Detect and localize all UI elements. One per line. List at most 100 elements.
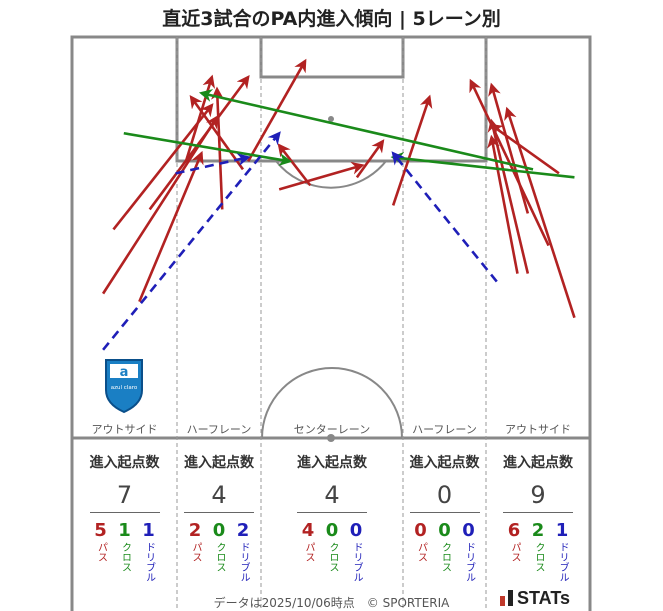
lane-label-half-left: ハーフレーン [186, 423, 252, 436]
pass-arrow [487, 134, 519, 274]
stat-value: 5 [94, 520, 107, 541]
penalty-arc [275, 160, 387, 189]
stat-cross: 0 クロス [436, 521, 454, 582]
stat-type-label: ドリブル [557, 542, 568, 582]
cross-arrow [390, 151, 575, 179]
stat-type-label: パス [415, 542, 427, 562]
stat-value: 0 [414, 520, 427, 541]
stat-pass: 5 パス [92, 521, 110, 582]
club-emblem: a azul claro [105, 359, 143, 414]
stats-label: 進入起点数 [409, 455, 480, 471]
brand-logo: STATs [500, 588, 570, 609]
pass-arrow [278, 161, 365, 191]
stat-value: 4 [301, 520, 315, 541]
stats-total: 9 [530, 481, 546, 509]
stats-breakdown: 5 パス 1 クロス 1 ドリブル [72, 520, 177, 583]
stat-value: 1 [118, 520, 131, 541]
pass-arrow [138, 150, 204, 303]
center-circle [261, 367, 403, 439]
stats-total: 7 [116, 481, 133, 509]
pass-arrow [148, 75, 250, 211]
stat-type-label: ドリブル [351, 542, 362, 582]
pass-arrow [189, 95, 244, 171]
goal-area [259, 35, 405, 79]
stats-label: 進入起点数 [184, 455, 254, 471]
footer-note: データは2025/10/06時点 © SPORTERIA [213, 596, 450, 610]
svg-text:a: a [120, 365, 129, 380]
stats-breakdown: 6 パス 2 クロス 1 ドリブル [486, 520, 590, 583]
stat-value: 1 [555, 520, 569, 541]
pass-arrow [391, 94, 433, 206]
stat-pass: 2 パス [186, 521, 204, 582]
dribble-arrow [102, 131, 281, 351]
pass-arrow [489, 123, 560, 175]
stat-value: 6 [507, 520, 521, 541]
stats-total: 4 [211, 481, 227, 509]
pass-arrow [277, 143, 312, 187]
stat-dribble: 0 ドリブル [460, 520, 478, 583]
stat-type-label: ドリブル [238, 542, 249, 582]
stat-value: 2 [236, 520, 250, 541]
stat-pass: 4 パス [299, 521, 317, 582]
stat-type-label: クロス [533, 542, 544, 572]
pass-arrow [355, 139, 385, 179]
stats-col-0: 進入起点数 7 5 パス 1 クロス 1 ドリブル [72, 452, 177, 582]
stat-cross: 2 クロス [529, 521, 547, 582]
stat-type-label: クロス [439, 542, 451, 572]
arrow-layer [101, 58, 576, 351]
stats-rule [503, 512, 573, 513]
stats-breakdown: 4 パス 0 クロス 0 ドリブル [261, 520, 403, 583]
stat-pass: 0 パス [412, 521, 430, 582]
pass-arrow [504, 106, 576, 319]
stats-rule [409, 512, 480, 513]
stats-total: 0 [436, 481, 453, 509]
lane-label-half-right: ハーフレーン [412, 423, 477, 436]
stat-type-label: クロス [327, 542, 338, 572]
stat-pass: 6 パス [505, 521, 523, 582]
stat-value: 1 [142, 520, 155, 541]
stat-value: 0 [462, 520, 475, 541]
stat-value: 2 [531, 520, 545, 541]
stats-col-1: 進入起点数 4 2 パス 0 クロス 2 ドリブル [177, 452, 261, 582]
lane-label-outside-left: アウトサイド [91, 423, 158, 436]
stats-rule [89, 512, 160, 513]
stat-value: 0 [325, 520, 339, 541]
stat-dribble: 1 ドリブル [553, 520, 571, 583]
stats-rule [297, 512, 367, 513]
center-spot [327, 434, 335, 442]
penalty-spot [328, 116, 334, 122]
stat-type-label: パス [95, 542, 107, 562]
stat-dribble: 0 ドリブル [347, 520, 365, 583]
emblem-text: azul claro [111, 385, 138, 391]
stat-type-label: クロス [214, 542, 225, 572]
pass-arrow [488, 82, 530, 214]
stat-type-label: パス [190, 542, 201, 562]
cross-arrow [198, 89, 534, 171]
stat-type-label: パス [303, 542, 314, 562]
stat-value: 0 [438, 520, 451, 541]
stats-breakdown: 2 パス 0 クロス 2 ドリブル [177, 520, 261, 583]
stats-col-4: 進入起点数 9 6 パス 2 クロス 1 ドリブル [486, 452, 590, 582]
stats-col-3: 進入起点数 0 0 パス 0 クロス 0 ドリブル [403, 452, 486, 582]
stats-label: 進入起点数 [89, 455, 160, 471]
dribble-arrow [391, 151, 498, 283]
stats-total: 4 [324, 481, 340, 509]
stat-cross: 0 クロス [210, 521, 228, 582]
stat-cross: 0 クロス [323, 521, 341, 582]
stat-type-label: ドリブル [143, 542, 155, 582]
stat-cross: 1 クロス [116, 521, 134, 582]
stats-label: 進入起点数 [297, 455, 367, 471]
stat-dribble: 2 ドリブル [234, 520, 252, 583]
stat-type-label: パス [509, 542, 520, 562]
stats-label: 進入起点数 [503, 455, 573, 471]
stats-col-2: 進入起点数 4 4 パス 0 クロス 0 ドリブル [261, 452, 403, 582]
dribble-arrow [175, 153, 251, 175]
stat-type-label: クロス [119, 542, 131, 572]
stat-dribble: 1 ドリブル [140, 520, 158, 583]
stat-type-label: ドリブル [463, 542, 475, 582]
lane-label-center: センターレーン [293, 423, 371, 436]
stat-value: 2 [188, 520, 202, 541]
stat-value: 0 [349, 520, 363, 541]
stats-breakdown: 0 パス 0 クロス 0 ドリブル [403, 520, 486, 583]
